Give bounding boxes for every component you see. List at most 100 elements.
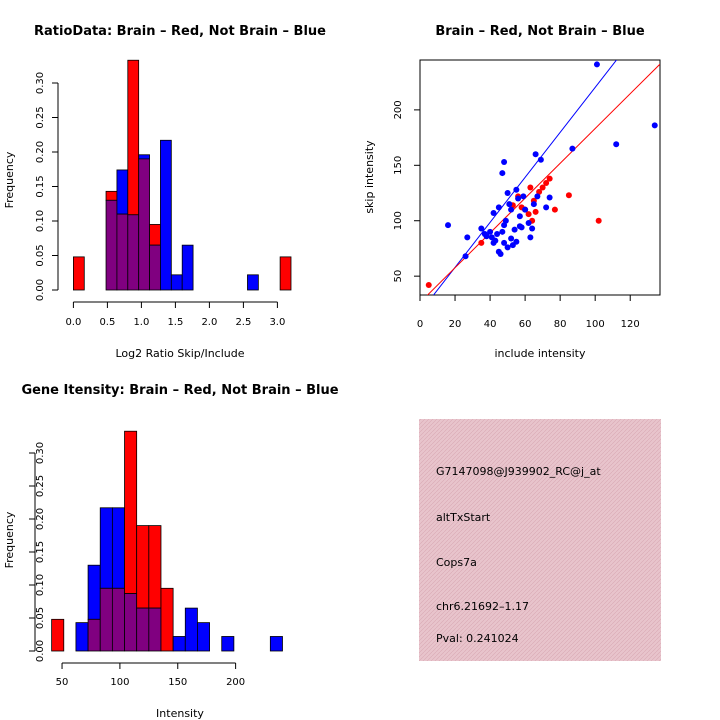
not-brain-ratio-bar xyxy=(138,154,150,160)
not-brain-intensity-bar xyxy=(99,507,113,589)
not-brain-point xyxy=(501,239,508,246)
intensity-x-tick-label: 100 xyxy=(110,677,129,688)
overlap-ratio-bar xyxy=(138,158,150,291)
ratio-x-tick-label: 3.0 xyxy=(269,317,285,328)
scatter-x-tick-label: 80 xyxy=(554,319,567,330)
ratio-x-tick-label: 1.0 xyxy=(133,317,149,328)
location-text: chr6.21692–1.17 xyxy=(436,600,529,613)
overlap-intensity-bar xyxy=(99,587,113,652)
ratio-x-tick-label: 0.5 xyxy=(99,317,115,328)
not-brain-point xyxy=(532,151,539,158)
intensity-y-tick-label: 0.25 xyxy=(35,475,46,497)
not-brain-point xyxy=(490,209,497,216)
overlap-intensity-bar xyxy=(148,607,162,652)
not-brain-point xyxy=(593,61,600,68)
brain-point xyxy=(543,180,550,187)
overlap-intensity-bar xyxy=(111,587,125,652)
brain-ratio-bar xyxy=(127,59,140,216)
brain-ratio-bar xyxy=(73,256,85,291)
not-brain-ratio-bar xyxy=(170,274,183,291)
not-brain-point xyxy=(506,201,513,208)
intensity-y-tick-label: 0.05 xyxy=(35,607,46,629)
not-brain-point xyxy=(513,238,520,245)
intensity-y-tick-label: 0.20 xyxy=(35,508,46,530)
intensity-y-tick-label: 0.00 xyxy=(35,640,46,662)
ratio-y-tick-label: 0.15 xyxy=(35,175,46,197)
not-brain-point xyxy=(513,186,520,193)
intensity-y-tick-label: 0.30 xyxy=(35,442,46,464)
brain-intensity-bar xyxy=(51,618,65,652)
ratio-y-tick-label: 0.25 xyxy=(35,106,46,128)
ratio-histogram-title: RatioData: Brain – Red, Not Brain – Blue xyxy=(34,24,326,39)
brain-fit-line xyxy=(426,63,660,295)
not-brain-point xyxy=(543,204,550,211)
overlap-intensity-bar xyxy=(136,607,150,652)
info-panel-background xyxy=(419,419,661,661)
not-brain-intensity-bar xyxy=(221,636,235,652)
intensity-histogram-ylabel: Frequency xyxy=(3,511,16,568)
intensity-x-tick-label: 150 xyxy=(168,677,187,688)
intensity-x-tick-label: 50 xyxy=(56,677,69,688)
brain-intensity-bar xyxy=(148,525,162,609)
ratio-x-tick-label: 0.0 xyxy=(65,317,81,328)
brain-ratio-bar xyxy=(149,224,161,246)
scatter-xlabel: include intensity xyxy=(494,347,586,360)
scatter-ylabel: skip intensity xyxy=(363,140,376,214)
intensity-scatter: Brain – Red, Not Brain – Blue include in… xyxy=(363,24,661,360)
not-brain-point xyxy=(502,217,509,224)
scatter-y-tick-label: 50 xyxy=(393,270,404,283)
not-brain-ratio-bar xyxy=(160,139,172,291)
ratio-y-tick-label: 0.05 xyxy=(35,244,46,266)
pval-text: Pval: 0.241024 xyxy=(436,632,519,645)
not-brain-point xyxy=(534,193,541,200)
intensity-histogram: Gene Itensity: Brain – Red, Not Brain – … xyxy=(3,383,339,720)
brain-ratio-bar xyxy=(105,190,118,201)
not-brain-point xyxy=(522,206,529,213)
event-type-text: altTxStart xyxy=(436,511,491,524)
not-brain-point xyxy=(525,219,532,226)
brain-point xyxy=(546,175,553,182)
not-brain-point xyxy=(511,226,518,233)
scatter-title: Brain – Red, Not Brain – Blue xyxy=(435,24,644,39)
not-brain-intensity-bar xyxy=(75,622,89,652)
brain-intensity-bar xyxy=(136,525,150,609)
not-brain-point xyxy=(499,228,506,235)
probe-id-text: G7147098@J939902_RC@j_at xyxy=(436,465,601,478)
not-brain-ratio-bar xyxy=(247,274,259,291)
not-brain-ratio-bar xyxy=(181,244,194,291)
not-brain-intensity-bar xyxy=(269,636,283,652)
intensity-y-tick-label: 0.10 xyxy=(35,574,46,596)
ratio-y-tick-label: 0.00 xyxy=(35,279,46,301)
brain-point xyxy=(478,239,485,246)
brain-intensity-bar xyxy=(124,430,138,594)
not-brain-intensity-bar xyxy=(172,636,186,652)
ratio-y-tick-label: 0.10 xyxy=(35,210,46,232)
not-brain-point xyxy=(504,244,511,251)
brain-point xyxy=(425,282,432,289)
scatter-x-tick-label: 60 xyxy=(519,319,532,330)
scatter-x-tick-label: 20 xyxy=(449,319,462,330)
not-brain-point xyxy=(529,225,536,232)
brain-point xyxy=(527,184,534,191)
ratio-histogram-xlabel: Log2 Ratio Skip/Include xyxy=(115,347,244,360)
not-brain-point xyxy=(546,194,553,201)
not-brain-point xyxy=(495,204,502,211)
ratio-histogram-ylabel: Frequency xyxy=(3,151,16,208)
not-brain-point xyxy=(492,237,499,244)
scatter-x-tick-label: 120 xyxy=(621,319,640,330)
intensity-x-tick-label: 200 xyxy=(226,677,245,688)
brain-point xyxy=(539,184,546,191)
not-brain-point xyxy=(487,228,494,235)
ratio-y-tick-label: 0.30 xyxy=(35,72,46,94)
scatter-y-tick-label: 100 xyxy=(393,211,404,230)
not-brain-point xyxy=(613,141,620,148)
intensity-histogram-title: Gene Itensity: Brain – Red, Not Brain – … xyxy=(21,383,338,398)
scatter-y-tick-label: 200 xyxy=(393,100,404,119)
not-brain-point xyxy=(527,234,534,241)
scatter-y-tick-label: 150 xyxy=(393,156,404,175)
not-brain-point xyxy=(515,195,522,202)
ratio-x-tick-label: 1.5 xyxy=(167,317,183,328)
not-brain-point xyxy=(520,193,527,200)
brain-point xyxy=(532,208,539,215)
